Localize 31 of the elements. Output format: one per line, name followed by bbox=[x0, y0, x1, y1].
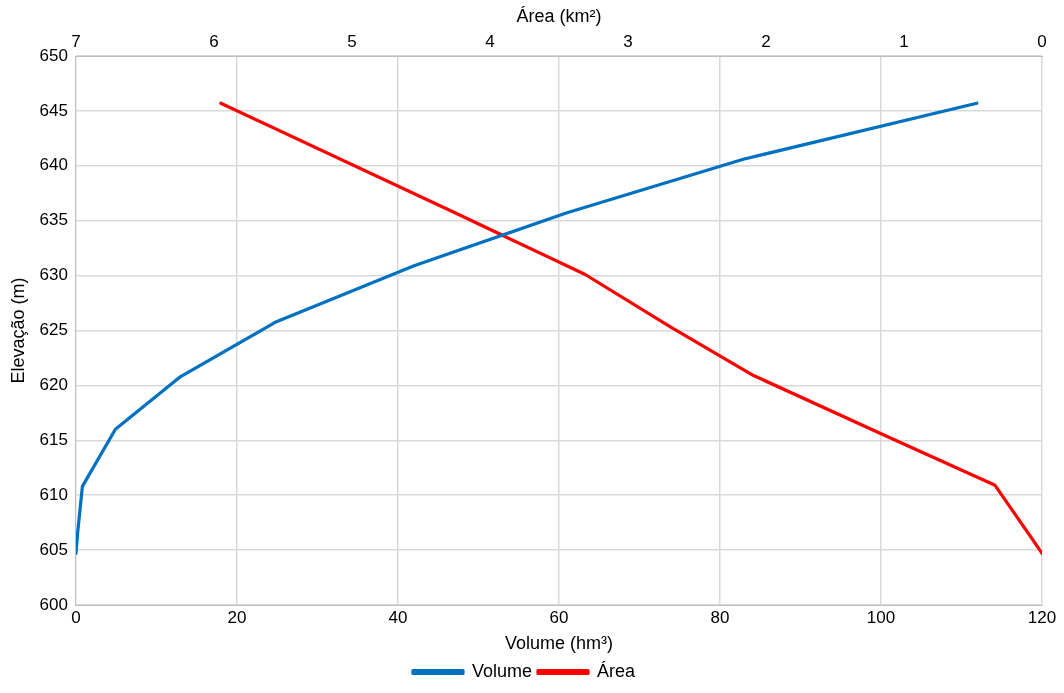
x-tick-label: 60 bbox=[549, 607, 569, 627]
x-tick-label: 40 bbox=[388, 607, 408, 627]
y-tick-label: 630 bbox=[39, 265, 68, 285]
x-tick-label: 0 bbox=[71, 607, 81, 627]
x2-tick-label: 2 bbox=[761, 32, 771, 52]
y-tick-label: 600 bbox=[39, 594, 68, 614]
x2-tick-label: 1 bbox=[899, 32, 909, 52]
x2-tick-label: 5 bbox=[347, 32, 357, 52]
y-tick-label: 620 bbox=[39, 375, 68, 395]
x2-tick-label: 4 bbox=[485, 32, 495, 52]
y-tick-label: 605 bbox=[39, 539, 68, 559]
y-axis-title: Elevação (m) bbox=[7, 277, 28, 384]
y-tick-label: 650 bbox=[39, 45, 68, 65]
y-tick-label: 615 bbox=[39, 429, 68, 449]
x-tick-label: 120 bbox=[1027, 607, 1057, 627]
x2-tick-label: 6 bbox=[209, 32, 219, 52]
y-tick-label: 640 bbox=[39, 155, 68, 175]
x-tick-label: 80 bbox=[710, 607, 730, 627]
y-tick-label: 645 bbox=[39, 100, 68, 120]
x2-tick-label: 7 bbox=[71, 32, 81, 52]
x-axis-title: Volume (hm³) bbox=[504, 633, 613, 654]
x2-axis-title: Área (km²) bbox=[516, 5, 602, 26]
x-tick-label: 100 bbox=[866, 607, 896, 627]
y-tick-label: 625 bbox=[39, 320, 68, 340]
y-tick-label: 610 bbox=[39, 484, 68, 504]
x2-tick-label: 0 bbox=[1037, 32, 1047, 52]
x2-tick-label: 3 bbox=[623, 32, 633, 52]
legend-label: Volume bbox=[471, 660, 533, 681]
y-tick-label: 635 bbox=[39, 210, 68, 230]
x-tick-label: 20 bbox=[227, 607, 247, 627]
legend-label: Área bbox=[597, 660, 637, 681]
